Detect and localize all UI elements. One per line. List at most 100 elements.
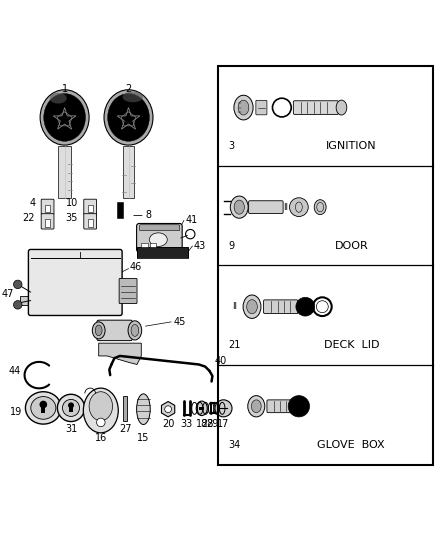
Ellipse shape [230, 196, 248, 218]
Circle shape [14, 301, 22, 309]
Circle shape [14, 280, 22, 289]
FancyBboxPatch shape [137, 223, 182, 252]
Text: 31: 31 [65, 424, 77, 434]
Text: 20: 20 [162, 419, 174, 429]
Text: 35: 35 [65, 213, 78, 223]
Text: 33: 33 [181, 419, 193, 429]
Ellipse shape [128, 321, 142, 340]
Ellipse shape [247, 300, 258, 314]
Ellipse shape [40, 90, 89, 145]
Text: 1: 1 [62, 84, 68, 94]
FancyBboxPatch shape [264, 300, 298, 313]
Bar [45, 219, 50, 227]
Bar [218, 66, 433, 465]
Ellipse shape [248, 395, 265, 417]
Bar [88, 205, 93, 213]
Ellipse shape [131, 325, 139, 336]
Bar [45, 205, 50, 213]
Ellipse shape [123, 92, 143, 102]
Polygon shape [58, 147, 71, 198]
FancyBboxPatch shape [256, 100, 267, 115]
Text: 43: 43 [194, 241, 206, 251]
Ellipse shape [31, 397, 56, 419]
Text: DECK  LID: DECK LID [324, 340, 379, 350]
FancyBboxPatch shape [28, 249, 122, 316]
Ellipse shape [251, 400, 261, 413]
Ellipse shape [44, 94, 85, 141]
Ellipse shape [104, 90, 153, 145]
Ellipse shape [243, 295, 261, 318]
Text: 45: 45 [173, 317, 186, 327]
Bar [150, 243, 156, 247]
Text: 44: 44 [8, 366, 21, 376]
Ellipse shape [234, 95, 253, 120]
Circle shape [57, 394, 85, 422]
Circle shape [215, 400, 232, 417]
Polygon shape [137, 247, 188, 258]
Bar [199, 408, 204, 410]
Polygon shape [99, 343, 141, 365]
Ellipse shape [95, 325, 102, 336]
Circle shape [165, 406, 172, 413]
Ellipse shape [238, 100, 249, 115]
Text: 16: 16 [95, 433, 107, 443]
Bar [41, 405, 46, 413]
Text: 19: 19 [10, 407, 22, 417]
Text: 18: 18 [196, 419, 208, 429]
Text: — 8: — 8 [133, 209, 152, 220]
Text: 22: 22 [22, 213, 35, 223]
FancyBboxPatch shape [84, 214, 96, 229]
FancyBboxPatch shape [119, 278, 137, 304]
Bar [117, 202, 123, 218]
Text: 27: 27 [119, 424, 131, 434]
Polygon shape [20, 296, 31, 305]
Ellipse shape [83, 388, 118, 433]
Circle shape [290, 198, 308, 216]
Text: 9: 9 [229, 240, 235, 251]
Text: 40: 40 [215, 356, 227, 366]
Text: 21: 21 [229, 340, 241, 350]
Text: 3: 3 [229, 141, 235, 151]
Polygon shape [123, 147, 134, 198]
Text: 10: 10 [66, 198, 78, 208]
Text: 15: 15 [137, 433, 150, 443]
FancyBboxPatch shape [41, 199, 54, 215]
Ellipse shape [25, 392, 61, 424]
FancyBboxPatch shape [293, 101, 339, 115]
FancyBboxPatch shape [267, 400, 293, 413]
Circle shape [68, 402, 74, 408]
FancyBboxPatch shape [249, 201, 283, 214]
Ellipse shape [49, 93, 67, 103]
Ellipse shape [92, 322, 105, 339]
Text: 4: 4 [30, 198, 36, 208]
Circle shape [63, 399, 80, 416]
Ellipse shape [234, 200, 244, 214]
Ellipse shape [137, 394, 150, 424]
Circle shape [96, 418, 105, 426]
Ellipse shape [336, 100, 347, 115]
Bar [69, 406, 73, 412]
Text: 34: 34 [229, 440, 241, 450]
Circle shape [288, 395, 310, 417]
Text: II: II [283, 203, 289, 212]
Text: 47: 47 [1, 289, 14, 299]
Ellipse shape [89, 392, 113, 421]
Text: IGNITION: IGNITION [326, 141, 377, 151]
Text: 2: 2 [125, 84, 132, 94]
FancyBboxPatch shape [97, 320, 132, 341]
Circle shape [296, 297, 314, 316]
FancyBboxPatch shape [41, 214, 54, 229]
FancyBboxPatch shape [140, 225, 180, 231]
Text: 41: 41 [186, 215, 198, 225]
Ellipse shape [314, 200, 326, 215]
Bar [88, 219, 93, 227]
Bar [141, 243, 148, 247]
Text: II: II [233, 302, 237, 311]
Text: 17: 17 [217, 419, 230, 429]
Ellipse shape [108, 94, 149, 141]
Text: GLOVE  BOX: GLOVE BOX [318, 440, 385, 450]
Ellipse shape [196, 401, 207, 416]
Text: DOOR: DOOR [335, 240, 368, 251]
FancyBboxPatch shape [84, 199, 96, 215]
Bar [124, 396, 127, 421]
